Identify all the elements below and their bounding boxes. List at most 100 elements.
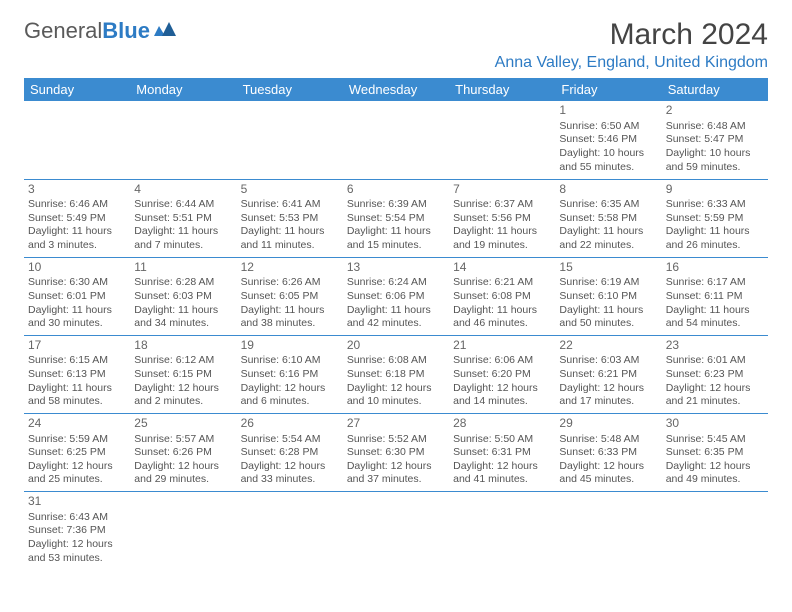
sunrise-text: Sunrise: 6:10 AM xyxy=(241,354,339,368)
weekday-header: Friday xyxy=(555,78,661,101)
day-number: 2 xyxy=(666,103,764,119)
calendar-week-row: 3Sunrise: 6:46 AMSunset: 5:49 PMDaylight… xyxy=(24,179,768,257)
calendar-empty-cell xyxy=(449,101,555,179)
day-number: 20 xyxy=(347,338,445,354)
calendar-empty-cell xyxy=(449,492,555,570)
daylight-text: Daylight: 11 hours and 22 minutes. xyxy=(559,225,657,252)
sunset-text: Sunset: 5:53 PM xyxy=(241,212,339,226)
day-number: 26 xyxy=(241,416,339,432)
sunrise-text: Sunrise: 6:44 AM xyxy=(134,198,232,212)
day-number: 9 xyxy=(666,182,764,198)
calendar-week-row: 1Sunrise: 6:50 AMSunset: 5:46 PMDaylight… xyxy=(24,101,768,179)
daylight-text: Daylight: 11 hours and 46 minutes. xyxy=(453,304,551,331)
sunrise-text: Sunrise: 6:43 AM xyxy=(28,511,126,525)
sunset-text: Sunset: 5:47 PM xyxy=(666,133,764,147)
calendar-day-cell: 24Sunrise: 5:59 AMSunset: 6:25 PMDayligh… xyxy=(24,413,130,491)
calendar-day-cell: 11Sunrise: 6:28 AMSunset: 6:03 PMDayligh… xyxy=(130,257,236,335)
calendar-day-cell: 12Sunrise: 6:26 AMSunset: 6:05 PMDayligh… xyxy=(237,257,343,335)
sunset-text: Sunset: 6:05 PM xyxy=(241,290,339,304)
calendar-day-cell: 9Sunrise: 6:33 AMSunset: 5:59 PMDaylight… xyxy=(662,179,768,257)
sunset-text: Sunset: 6:10 PM xyxy=(559,290,657,304)
day-number: 13 xyxy=(347,260,445,276)
daylight-text: Daylight: 11 hours and 19 minutes. xyxy=(453,225,551,252)
sunset-text: Sunset: 6:23 PM xyxy=(666,368,764,382)
calendar-day-cell: 31Sunrise: 6:43 AMSunset: 7:36 PMDayligh… xyxy=(24,492,130,570)
sunset-text: Sunset: 6:26 PM xyxy=(134,446,232,460)
calendar-day-cell: 3Sunrise: 6:46 AMSunset: 5:49 PMDaylight… xyxy=(24,179,130,257)
day-number: 21 xyxy=(453,338,551,354)
daylight-text: Daylight: 12 hours and 6 minutes. xyxy=(241,382,339,409)
day-number: 31 xyxy=(28,494,126,510)
calendar-day-cell: 26Sunrise: 5:54 AMSunset: 6:28 PMDayligh… xyxy=(237,413,343,491)
sunrise-text: Sunrise: 6:35 AM xyxy=(559,198,657,212)
calendar-day-cell: 6Sunrise: 6:39 AMSunset: 5:54 PMDaylight… xyxy=(343,179,449,257)
sunrise-text: Sunrise: 5:50 AM xyxy=(453,433,551,447)
daylight-text: Daylight: 12 hours and 17 minutes. xyxy=(559,382,657,409)
day-number: 24 xyxy=(28,416,126,432)
calendar-day-cell: 22Sunrise: 6:03 AMSunset: 6:21 PMDayligh… xyxy=(555,335,661,413)
daylight-text: Daylight: 11 hours and 34 minutes. xyxy=(134,304,232,331)
sunrise-text: Sunrise: 6:06 AM xyxy=(453,354,551,368)
day-number: 11 xyxy=(134,260,232,276)
day-number: 17 xyxy=(28,338,126,354)
calendar-day-cell: 13Sunrise: 6:24 AMSunset: 6:06 PMDayligh… xyxy=(343,257,449,335)
weekday-header: Monday xyxy=(130,78,236,101)
calendar-empty-cell xyxy=(662,492,768,570)
sunset-text: Sunset: 6:33 PM xyxy=(559,446,657,460)
calendar-day-cell: 16Sunrise: 6:17 AMSunset: 6:11 PMDayligh… xyxy=(662,257,768,335)
calendar-day-cell: 30Sunrise: 5:45 AMSunset: 6:35 PMDayligh… xyxy=(662,413,768,491)
sunrise-text: Sunrise: 6:17 AM xyxy=(666,276,764,290)
sunset-text: Sunset: 5:51 PM xyxy=(134,212,232,226)
calendar-empty-cell xyxy=(343,101,449,179)
daylight-text: Daylight: 11 hours and 42 minutes. xyxy=(347,304,445,331)
day-number: 7 xyxy=(453,182,551,198)
calendar-day-cell: 5Sunrise: 6:41 AMSunset: 5:53 PMDaylight… xyxy=(237,179,343,257)
calendar-table: SundayMondayTuesdayWednesdayThursdayFrid… xyxy=(24,78,768,570)
sunrise-text: Sunrise: 5:52 AM xyxy=(347,433,445,447)
sunrise-text: Sunrise: 6:41 AM xyxy=(241,198,339,212)
day-number: 4 xyxy=(134,182,232,198)
calendar-empty-cell xyxy=(130,492,236,570)
day-number: 3 xyxy=(28,182,126,198)
sunset-text: Sunset: 6:18 PM xyxy=(347,368,445,382)
logo-word-2: Blue xyxy=(102,18,150,43)
sunrise-text: Sunrise: 6:21 AM xyxy=(453,276,551,290)
calendar-day-cell: 1Sunrise: 6:50 AMSunset: 5:46 PMDaylight… xyxy=(555,101,661,179)
sunrise-text: Sunrise: 6:30 AM xyxy=(28,276,126,290)
sunset-text: Sunset: 6:01 PM xyxy=(28,290,126,304)
sunset-text: Sunset: 6:13 PM xyxy=(28,368,126,382)
day-number: 18 xyxy=(134,338,232,354)
weekday-header: Sunday xyxy=(24,78,130,101)
location-subtitle: Anna Valley, England, United Kingdom xyxy=(495,54,768,72)
sunrise-text: Sunrise: 5:48 AM xyxy=(559,433,657,447)
sunset-text: Sunset: 7:36 PM xyxy=(28,524,126,538)
calendar-day-cell: 14Sunrise: 6:21 AMSunset: 6:08 PMDayligh… xyxy=(449,257,555,335)
calendar-week-row: 17Sunrise: 6:15 AMSunset: 6:13 PMDayligh… xyxy=(24,335,768,413)
calendar-day-cell: 17Sunrise: 6:15 AMSunset: 6:13 PMDayligh… xyxy=(24,335,130,413)
day-number: 30 xyxy=(666,416,764,432)
calendar-day-cell: 21Sunrise: 6:06 AMSunset: 6:20 PMDayligh… xyxy=(449,335,555,413)
calendar-empty-cell xyxy=(237,101,343,179)
day-number: 5 xyxy=(241,182,339,198)
sunset-text: Sunset: 6:35 PM xyxy=(666,446,764,460)
calendar-day-cell: 25Sunrise: 5:57 AMSunset: 6:26 PMDayligh… xyxy=(130,413,236,491)
calendar-empty-cell xyxy=(237,492,343,570)
calendar-day-cell: 4Sunrise: 6:44 AMSunset: 5:51 PMDaylight… xyxy=(130,179,236,257)
daylight-text: Daylight: 12 hours and 25 minutes. xyxy=(28,460,126,487)
sunrise-text: Sunrise: 5:45 AM xyxy=(666,433,764,447)
day-number: 14 xyxy=(453,260,551,276)
calendar-day-cell: 2Sunrise: 6:48 AMSunset: 5:47 PMDaylight… xyxy=(662,101,768,179)
calendar-body: 1Sunrise: 6:50 AMSunset: 5:46 PMDaylight… xyxy=(24,101,768,570)
calendar-day-cell: 15Sunrise: 6:19 AMSunset: 6:10 PMDayligh… xyxy=(555,257,661,335)
calendar-empty-cell xyxy=(343,492,449,570)
logo: GeneralBlue xyxy=(24,18,176,44)
sunrise-text: Sunrise: 6:01 AM xyxy=(666,354,764,368)
daylight-text: Daylight: 12 hours and 21 minutes. xyxy=(666,382,764,409)
day-number: 28 xyxy=(453,416,551,432)
day-number: 6 xyxy=(347,182,445,198)
calendar-day-cell: 27Sunrise: 5:52 AMSunset: 6:30 PMDayligh… xyxy=(343,413,449,491)
sunset-text: Sunset: 6:03 PM xyxy=(134,290,232,304)
sunset-text: Sunset: 6:30 PM xyxy=(347,446,445,460)
calendar-week-row: 10Sunrise: 6:30 AMSunset: 6:01 PMDayligh… xyxy=(24,257,768,335)
sunrise-text: Sunrise: 6:37 AM xyxy=(453,198,551,212)
